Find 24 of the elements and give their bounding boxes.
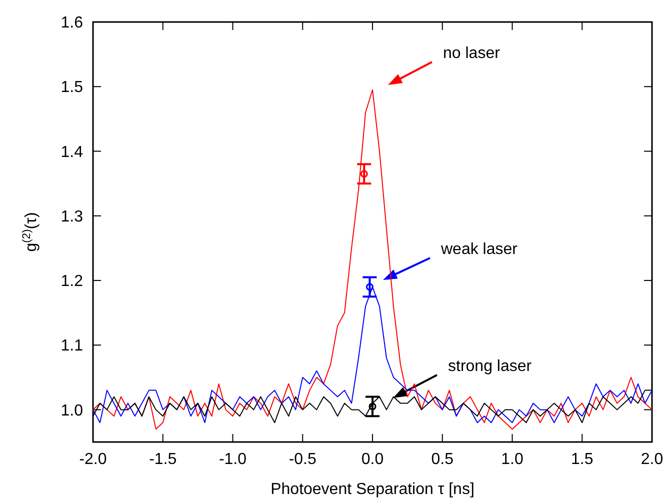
y-tick-label: 1.4 [60, 144, 84, 161]
x-tick-label: 0.0 [361, 451, 384, 468]
point [366, 283, 374, 291]
x-tick-label: -1.0 [218, 451, 247, 468]
y-tick-label: 1.3 [60, 208, 84, 226]
line-series [92, 89, 652, 430]
x-tick-label: -2.0 [79, 451, 107, 468]
x-tick-label: 1.5 [571, 451, 594, 468]
y-tick-label: 1.5 [60, 79, 84, 96]
x-tick-label: 0.5 [431, 451, 454, 468]
annotation: no laser [443, 45, 501, 62]
y-tick-label: 1.2 [60, 273, 84, 290]
x-tick-label: -0.5 [288, 451, 317, 468]
y-tick-label: 1.0 [60, 402, 84, 420]
point [368, 402, 376, 410]
annotation: weak laser [440, 241, 518, 258]
x-tick-label: 1.0 [501, 451, 524, 468]
x-axis-title: Photoevent Separation τ [ns] [270, 481, 474, 498]
x-tick-label: -1.5 [149, 451, 177, 468]
annotation: strong laser [448, 358, 532, 375]
x-tick-label: 2.0 [640, 451, 664, 468]
y-tick-label: 1.6 [60, 14, 84, 32]
point [360, 170, 368, 178]
y-tick-label: 1.1 [60, 338, 84, 355]
